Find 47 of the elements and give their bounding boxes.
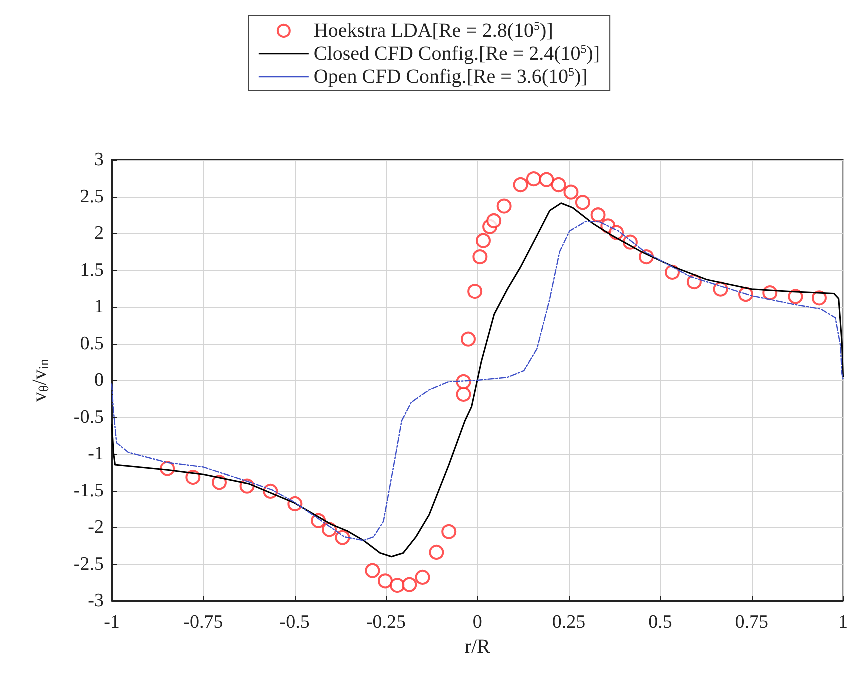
point [429, 544, 444, 560]
point [456, 386, 472, 402]
y-tick-label: -1.5 [74, 480, 104, 502]
y-tick-label: 0 [94, 370, 104, 391]
y-tick-label: -1 [88, 444, 104, 464]
y-tick-label: -2.5 [74, 554, 104, 575]
x-tick-label: -0.5 [280, 612, 310, 633]
point [468, 284, 483, 300]
x-tick-label: 0.25 [552, 612, 586, 633]
point [472, 250, 488, 265]
point [496, 198, 512, 214]
x-tick-label: 0 [472, 612, 482, 633]
point [575, 195, 590, 210]
point [461, 332, 476, 347]
x-tick-label: 0.5 [648, 612, 672, 633]
point [539, 172, 554, 188]
point [486, 214, 502, 228]
point [551, 177, 566, 192]
point [442, 524, 457, 540]
y-tick-label: -2 [88, 517, 104, 538]
point [378, 574, 393, 589]
y-tick-label: -3 [88, 590, 104, 612]
point [335, 530, 350, 546]
x-axis-title: r/R [464, 636, 492, 658]
point [365, 563, 380, 578]
y-tick-label: 1.5 [80, 260, 104, 281]
y-tick-label: 1 [94, 296, 104, 318]
point [476, 233, 491, 248]
point [402, 577, 418, 592]
point [390, 578, 406, 594]
y-tick-label: 0.5 [80, 333, 104, 354]
point [513, 177, 528, 192]
x-tick-label: -0.25 [366, 612, 406, 633]
y-tick-label: -0.5 [74, 406, 104, 428]
point [564, 184, 579, 200]
x-tick-label: 0.75 [735, 612, 768, 633]
x-tick-label: 1 [838, 612, 848, 633]
y-axis-title: vθ/vin [29, 358, 52, 402]
point [526, 172, 542, 187]
x-tick-label: -0.75 [184, 612, 224, 633]
y-tick-label: 3 [94, 150, 104, 170]
y-tick-label: 2.5 [80, 186, 104, 208]
point [456, 374, 472, 390]
point [812, 290, 827, 306]
y-tick-label: 2 [94, 223, 104, 244]
point [415, 570, 430, 585]
point [590, 208, 606, 223]
